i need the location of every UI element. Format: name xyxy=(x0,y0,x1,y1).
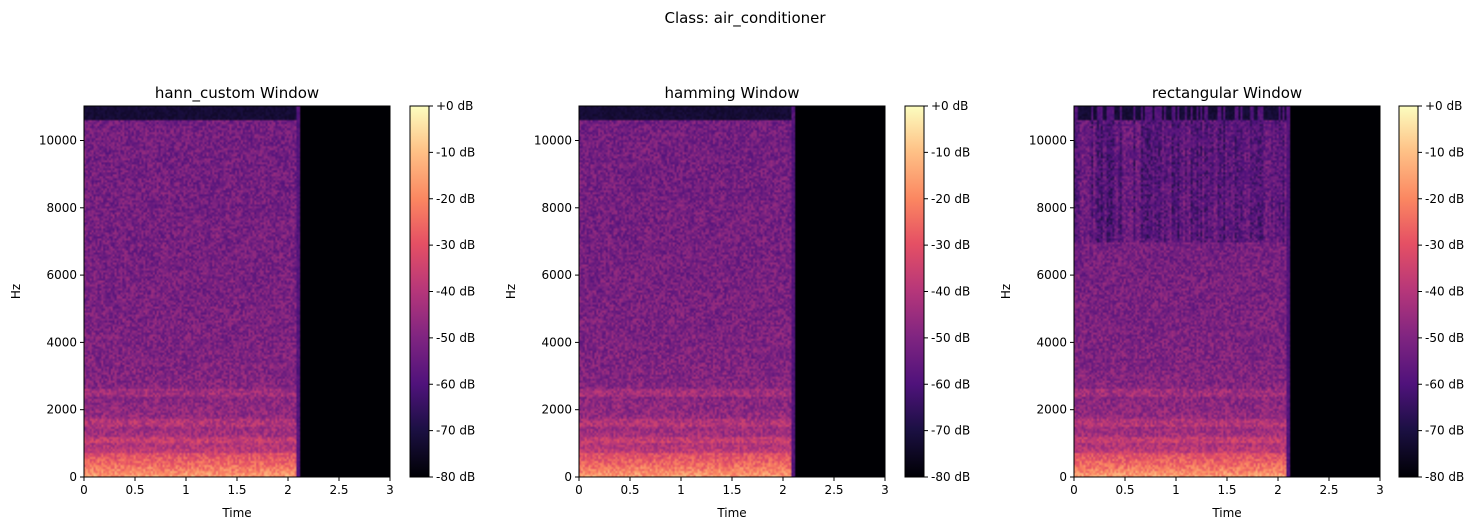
colorbar-tick-label: -70 dB xyxy=(1425,424,1464,438)
spectrogram-panel-3: rectangular Window 0 0.5 1 1.5 2 2.5 3 0 2000 4000… xyxy=(999,84,1464,520)
y-tick-label: 4000 xyxy=(1036,335,1067,349)
x-tick-label: 0.5 xyxy=(1115,483,1134,497)
x-tick-label: 2.5 xyxy=(824,483,843,497)
spectrogram-panel-1: hann_custom Window 0 0.5 1 1.5 2 2.5 3 0 2000 4000… xyxy=(9,84,475,520)
colorbar-tick-label: -10 dB xyxy=(931,145,970,159)
colorbar-tick-label: -20 dB xyxy=(931,192,970,206)
colorbar-tick-label: -50 dB xyxy=(436,331,475,345)
y-tick-label: 10000 xyxy=(534,133,572,147)
y-tick-label: 4000 xyxy=(541,335,572,349)
x-tick-label: 2 xyxy=(779,483,787,497)
y-tick-label: 2000 xyxy=(1036,403,1067,417)
colorbar-tick-label: -50 dB xyxy=(931,331,970,345)
x-tick-label: 2 xyxy=(284,483,292,497)
colorbar-tick-label: -60 dB xyxy=(931,377,970,391)
x-tick-label: 3 xyxy=(881,483,889,497)
colorbar-tick-label: +0 dB xyxy=(1425,99,1462,113)
colorbar: +0 dB -10 dB -20 dB -30 dB -40 dB -50 dB -60 d… xyxy=(409,99,475,484)
y-axis-label: Hz xyxy=(504,284,518,299)
colorbar-tick-label: -70 dB xyxy=(436,424,475,438)
colorbar-tick-label: -30 dB xyxy=(436,238,475,252)
x-tick-label: 1 xyxy=(677,483,685,497)
x-tick-label: 1 xyxy=(182,483,190,497)
colorbar-tick-label: -60 dB xyxy=(1425,377,1464,391)
y-tick-label: 6000 xyxy=(1036,268,1067,282)
x-tick-label: 1.5 xyxy=(227,483,246,497)
spectrogram-image xyxy=(579,106,885,477)
colorbar-tick-label: -40 dB xyxy=(931,285,970,299)
x-tick-label: 1 xyxy=(1172,483,1180,497)
x-tick-label: 0.5 xyxy=(125,483,144,497)
colorbar-tick-label: +0 dB xyxy=(931,99,968,113)
panel-title: rectangular Window xyxy=(1152,84,1302,102)
x-tick-label: 1.5 xyxy=(722,483,741,497)
spectrogram-image xyxy=(1074,106,1380,477)
colorbar-tick-label: -60 dB xyxy=(436,377,475,391)
colorbar-tick-label: -40 dB xyxy=(436,285,475,299)
colorbar-gradient xyxy=(904,105,925,478)
x-tick-label: 0 xyxy=(575,483,583,497)
figure-suptitle: Class: air_conditioner xyxy=(664,9,826,28)
colorbar-gradient xyxy=(1398,105,1419,478)
colorbar-tick-label: -20 dB xyxy=(1425,192,1464,206)
y-tick-label: 10000 xyxy=(1029,133,1067,147)
x-axis-label: Time xyxy=(1211,506,1241,520)
y-tick-label: 0 xyxy=(69,470,77,484)
colorbar-tick-label: -80 dB xyxy=(1425,470,1464,484)
y-tick-label: 10000 xyxy=(39,133,77,147)
colorbar: +0 dB -10 dB -20 dB -30 dB -40 dB -50 dB -60 d… xyxy=(1398,99,1464,484)
colorbar-tick-label: -30 dB xyxy=(1425,238,1464,252)
colorbar-tick-label: -70 dB xyxy=(931,424,970,438)
colorbar-tick-label: -20 dB xyxy=(436,192,475,206)
y-tick-label: 2000 xyxy=(46,403,77,417)
colorbar-tick-label: -80 dB xyxy=(931,470,970,484)
spectrogram-image xyxy=(84,106,390,477)
y-tick-label: 6000 xyxy=(46,268,77,282)
y-tick-label: 8000 xyxy=(541,201,572,215)
x-tick-label: 1.5 xyxy=(1217,483,1236,497)
panel-title: hann_custom Window xyxy=(155,84,319,103)
colorbar-tick-label: -40 dB xyxy=(1425,285,1464,299)
y-axis-label: Hz xyxy=(9,284,23,299)
x-tick-label: 2 xyxy=(1274,483,1282,497)
x-tick-label: 0.5 xyxy=(620,483,639,497)
panel-title: hamming Window xyxy=(664,84,799,102)
x-tick-label: 0 xyxy=(1070,483,1078,497)
x-axis-label: Time xyxy=(716,506,746,520)
y-tick-label: 4000 xyxy=(46,335,77,349)
y-tick-label: 6000 xyxy=(541,268,572,282)
y-tick-label: 8000 xyxy=(1036,201,1067,215)
x-tick-label: 3 xyxy=(386,483,394,497)
colorbar-tick-label: -80 dB xyxy=(436,470,475,484)
colorbar-tick-label: -10 dB xyxy=(436,145,475,159)
y-tick-label: 0 xyxy=(1059,470,1067,484)
x-tick-label: 2.5 xyxy=(329,483,348,497)
x-axis-label: Time xyxy=(221,506,251,520)
colorbar-tick-label: -10 dB xyxy=(1425,145,1464,159)
colorbar-tick-label: +0 dB xyxy=(436,99,473,113)
colorbar-gradient xyxy=(409,105,430,478)
y-tick-label: 0 xyxy=(564,470,572,484)
x-tick-label: 0 xyxy=(80,483,88,497)
y-tick-label: 2000 xyxy=(541,403,572,417)
colorbar-tick-label: -30 dB xyxy=(931,238,970,252)
colorbar-tick-label: -50 dB xyxy=(1425,331,1464,345)
y-tick-label: 8000 xyxy=(46,201,77,215)
colorbar: +0 dB -10 dB -20 dB -30 dB -40 dB -50 dB -60 d… xyxy=(904,99,970,484)
x-tick-label: 2.5 xyxy=(1319,483,1338,497)
x-tick-label: 3 xyxy=(1376,483,1384,497)
spectrogram-panel-2: hamming Window 0 0.5 1 1.5 2 2.5 3 0 2000 4000 6000… xyxy=(504,84,970,520)
y-axis-label: Hz xyxy=(999,284,1013,299)
